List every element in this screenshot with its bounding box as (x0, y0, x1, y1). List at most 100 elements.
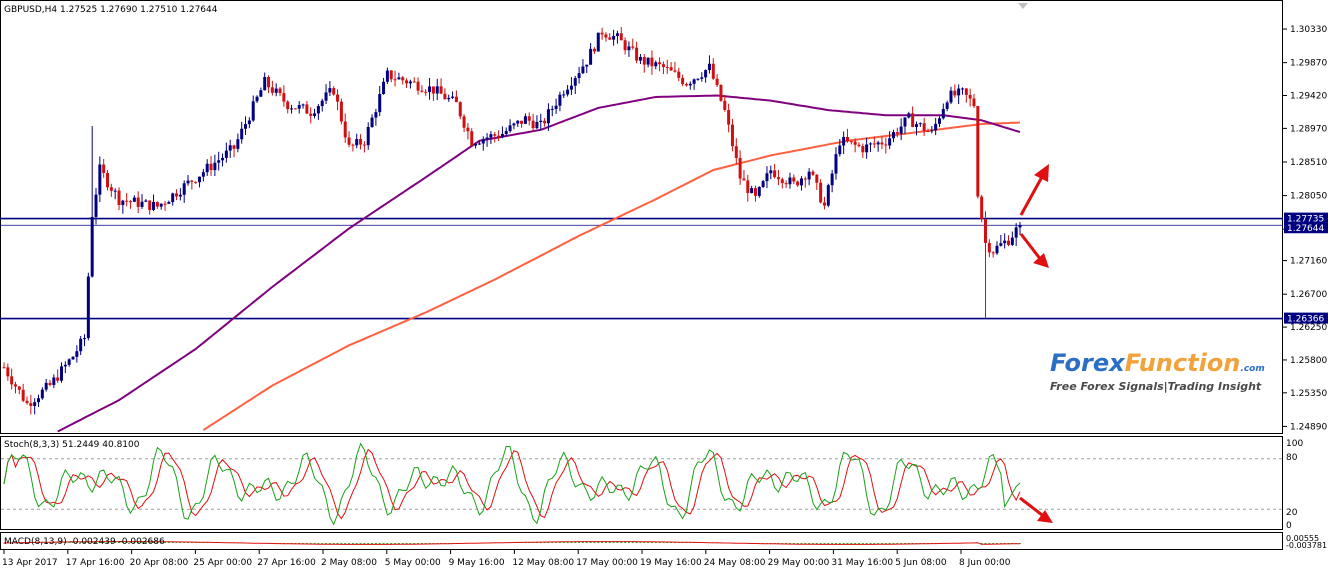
level-label-box (1284, 312, 1328, 324)
candle-body (428, 86, 432, 93)
candle-body (71, 356, 75, 360)
candle-body (117, 190, 121, 205)
macd-bar (869, 543, 872, 545)
price-tick-label: 1.29870 (1290, 59, 1327, 69)
candle-body (52, 377, 56, 385)
candle-body (435, 86, 439, 94)
macd-bar (857, 543, 860, 545)
time-tick-label: 17 Apr 16:00 (66, 558, 125, 568)
candle-body (263, 76, 267, 91)
candle-body (627, 46, 631, 51)
price-tick-label: 1.26700 (1290, 290, 1327, 300)
candle-body (865, 144, 869, 153)
level-label-box (1284, 212, 1328, 224)
macd-bar (382, 543, 385, 545)
candle-body (792, 177, 796, 182)
stochastic-oscillator (1, 442, 1282, 526)
stoch-panel-frame (0, 436, 1283, 530)
time-tick-label: 19 May 16:00 (640, 558, 702, 568)
candle-body (37, 398, 41, 403)
candle-body (121, 200, 125, 205)
candle-body (604, 34, 608, 38)
candle-body (2, 367, 6, 369)
candle-body (949, 90, 953, 103)
candle-body (75, 351, 79, 357)
candle-body (734, 146, 738, 158)
candle-body (884, 144, 888, 146)
level-label-text: 1.27735 (1287, 215, 1324, 225)
price-tick-label: 1.25350 (1290, 389, 1327, 399)
candle-body (964, 88, 968, 95)
macd-bar (593, 541, 596, 543)
candle-body (600, 32, 604, 35)
candle-body (232, 145, 236, 149)
candle-body (167, 202, 171, 204)
time-tick-label: 24 May 08:00 (704, 558, 766, 568)
candle-body (1010, 237, 1014, 245)
candle-body (44, 382, 48, 390)
macd-bar (873, 543, 876, 545)
macd-bar (589, 541, 592, 543)
level-label-text: 1.27644 (1287, 224, 1324, 234)
candle-body (960, 88, 964, 90)
candle-body (297, 105, 301, 109)
price-axis: 1.30330 1.29870 1.29420 1.28970 1.28510 1.280… (1283, 25, 1327, 432)
candle-body (707, 63, 711, 71)
candle-body (696, 78, 700, 80)
macd-bar (102, 541, 105, 543)
logo-tagline: Free Forex Signals|Trading Insight (1050, 380, 1262, 393)
candle-body (573, 77, 577, 86)
price-tick-label: 1.25800 (1290, 356, 1327, 366)
candle-body (903, 117, 907, 127)
candle-body (270, 87, 274, 93)
candle-body (86, 276, 90, 339)
candle-body (489, 134, 493, 138)
candle-body (301, 104, 305, 106)
macd-bar (121, 541, 124, 543)
ma-slow-line (202, 121, 1021, 431)
time-tick-label: 27 Apr 16:00 (257, 558, 316, 568)
candle-body (757, 187, 761, 196)
macd-bar (363, 543, 366, 545)
candle-body (991, 252, 995, 254)
candle-body (493, 134, 497, 136)
candle-body (1006, 240, 1010, 245)
candle-body (688, 83, 692, 86)
candle-body (293, 108, 297, 110)
candle-body (324, 92, 328, 101)
candle-body (941, 108, 945, 119)
candle-body (914, 124, 918, 127)
candle-body (458, 102, 462, 117)
candle-body (313, 113, 317, 116)
candle-body (926, 131, 930, 133)
candle-body (33, 402, 37, 406)
time-axis: 13 Apr 2017 17 Apr 16:00 20 Apr 08:00 25 Ap… (2, 550, 1011, 568)
macd-bar (137, 541, 140, 543)
candle-body (730, 124, 734, 147)
candle-body (803, 178, 807, 180)
candle-body (485, 137, 489, 140)
macd-bar (842, 543, 845, 545)
candle-body (822, 202, 826, 206)
candle-body (40, 389, 44, 399)
macd-bar (601, 541, 604, 543)
macd-bar (984, 543, 987, 545)
candle-body (466, 127, 470, 132)
macd-bar (390, 543, 393, 545)
candle-body (531, 120, 535, 129)
candle-body (581, 66, 585, 74)
candle-body (14, 384, 18, 387)
candle-body (144, 200, 148, 202)
candle-body (343, 121, 347, 138)
stoch-main-line (3, 442, 1021, 526)
candle-body (746, 180, 750, 194)
candle-body (589, 48, 593, 65)
macd-bar (3, 543, 5, 544)
price-tick-label: 1.27160 (1290, 257, 1327, 267)
candle-body (596, 32, 600, 52)
candle-body (654, 62, 658, 67)
candle-body (799, 178, 803, 186)
macd-bar (401, 543, 404, 545)
chart-shift-marker[interactable] (1018, 3, 1028, 9)
candle-body (608, 37, 612, 40)
